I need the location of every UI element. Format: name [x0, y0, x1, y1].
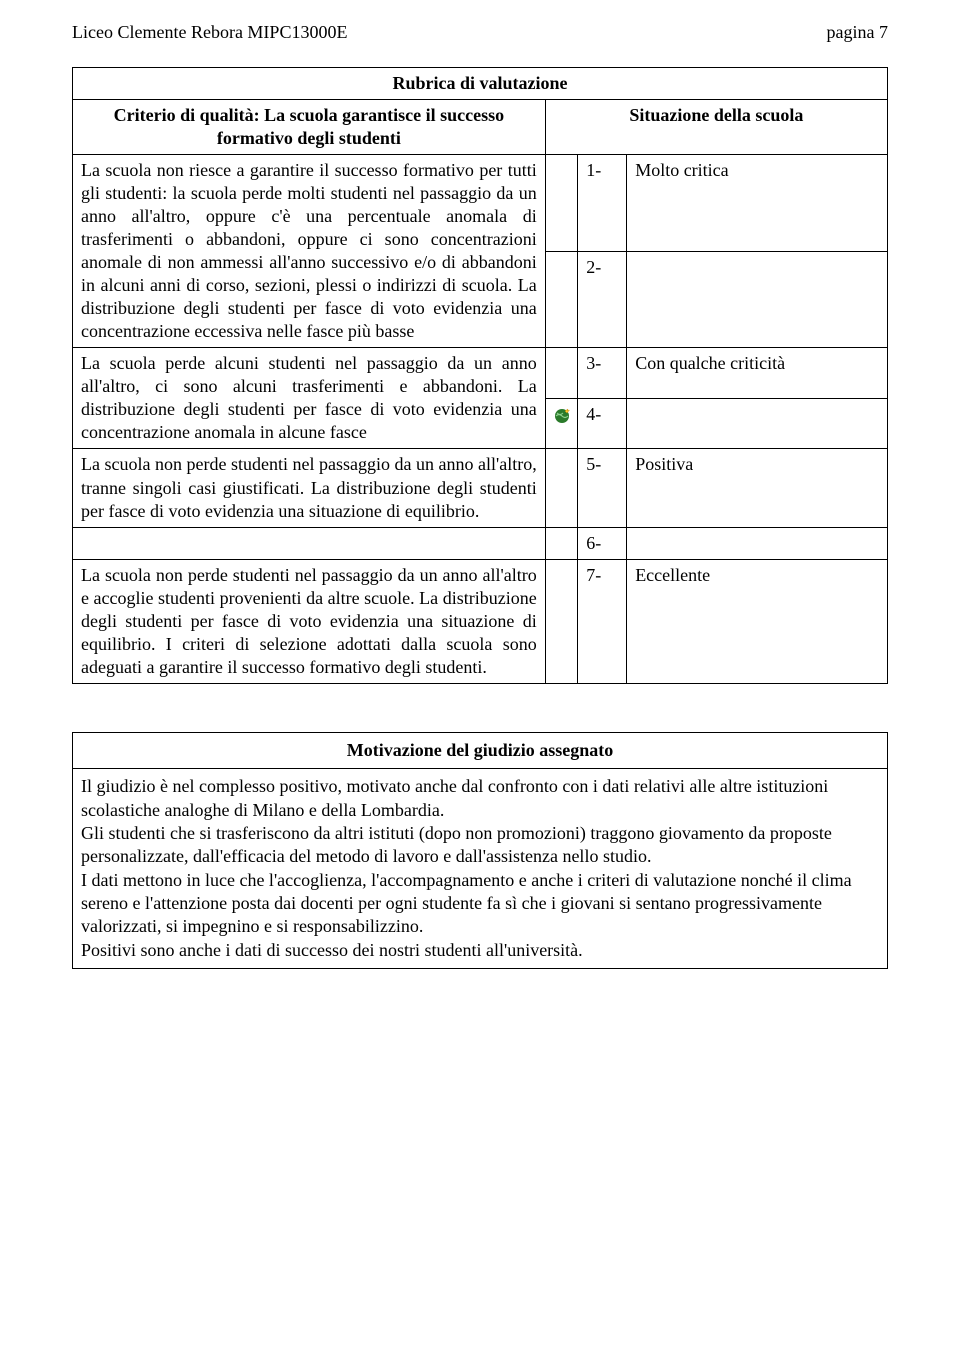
level-desc: La scuola non riesce a garantire il succ… — [73, 155, 546, 348]
level-label: Molto critica — [627, 155, 888, 252]
level-marker — [545, 348, 578, 399]
level-label — [627, 527, 888, 559]
level-marker — [545, 251, 578, 348]
level-label — [627, 251, 888, 348]
level-num: 6- — [578, 527, 627, 559]
level-marker — [545, 449, 578, 527]
level-label — [627, 398, 888, 449]
level-label: Con qualche criticità — [627, 348, 888, 399]
level-label: Positiva — [627, 449, 888, 527]
motivation-table: Motivazione del giudizio assegnato Il gi… — [72, 732, 888, 970]
situation-header: Situazione della scuola — [545, 100, 887, 155]
level-num: 7- — [578, 559, 627, 683]
motivation-title: Motivazione del giudizio assegnato — [73, 732, 888, 768]
page-header: Liceo Clemente Rebora MIPC13000E pagina … — [72, 22, 888, 43]
level-marker — [545, 155, 578, 252]
level-num: 4- — [578, 398, 627, 449]
motivation-title-row: Motivazione del giudizio assegnato — [73, 732, 888, 768]
table-row: La scuola perde alcuni studenti nel pass… — [73, 348, 888, 399]
level-marker — [545, 398, 578, 449]
motivation-body: Il giudizio è nel complesso positivo, mo… — [73, 769, 888, 969]
level-label: Eccellente — [627, 559, 888, 683]
globe-marker-icon — [554, 408, 570, 424]
header-left: Liceo Clemente Rebora MIPC13000E — [72, 22, 347, 43]
motivation-body-row: Il giudizio è nel complesso positivo, mo… — [73, 769, 888, 969]
table-row: La scuola non perde studenti nel passagg… — [73, 559, 888, 683]
table-row: La scuola non perde studenti nel passagg… — [73, 449, 888, 527]
header-right: pagina 7 — [827, 22, 888, 43]
rubric-title-row: Rubrica di valutazione — [73, 68, 888, 100]
rubric-title: Rubrica di valutazione — [73, 68, 888, 100]
table-row: La scuola non riesce a garantire il succ… — [73, 155, 888, 252]
level-marker — [545, 527, 578, 559]
level-desc: La scuola perde alcuni studenti nel pass… — [73, 348, 546, 449]
level-num: 1- — [578, 155, 627, 252]
level-num: 2- — [578, 251, 627, 348]
rubric-header-row: Criterio di qualità: La scuola garantisc… — [73, 100, 888, 155]
level-desc: La scuola non perde studenti nel passagg… — [73, 449, 546, 527]
level-num: 3- — [578, 348, 627, 399]
level-desc: La scuola non perde studenti nel passagg… — [73, 559, 546, 683]
level-marker — [545, 559, 578, 683]
level-num: 5- — [578, 449, 627, 527]
level-desc — [73, 527, 546, 559]
page: Liceo Clemente Rebora MIPC13000E pagina … — [0, 0, 960, 1009]
criterion-header: Criterio di qualità: La scuola garantisc… — [73, 100, 546, 155]
rubric-table: Rubrica di valutazione Criterio di quali… — [72, 67, 888, 684]
table-row: 6- — [73, 527, 888, 559]
